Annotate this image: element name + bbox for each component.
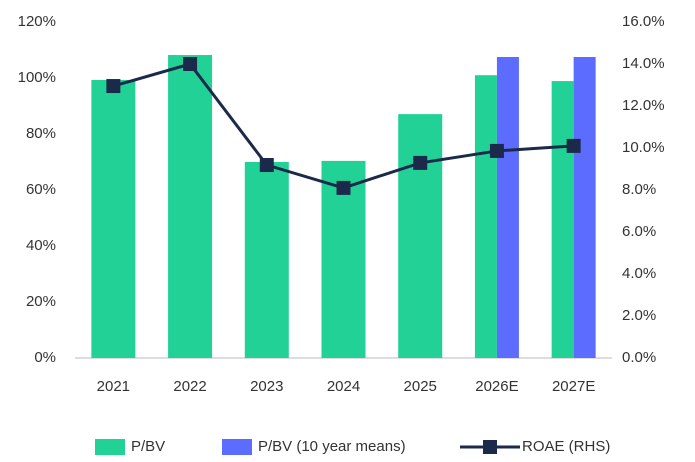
y-tick-label: 40% [26, 237, 56, 254]
x-tick-label: 2024 [327, 378, 360, 395]
bar [573, 57, 596, 358]
x-tick-label: 2022 [173, 378, 206, 395]
y-tick-label: 100% [18, 69, 56, 86]
bar [496, 57, 519, 358]
legend-label: P/BV [131, 438, 165, 455]
legend-label: ROAE (RHS) [522, 438, 610, 455]
line-marker [413, 155, 428, 170]
x-tick-label: 2026E [475, 378, 518, 395]
x-tick-label: 2023 [250, 378, 283, 395]
y2-tick-label: 10.0% [622, 139, 665, 156]
bar [168, 55, 213, 358]
bar [244, 162, 289, 358]
line-marker [106, 79, 121, 94]
bar [551, 81, 574, 358]
y2-tick-label: 14.0% [622, 55, 665, 72]
x-tick-label: 2025 [404, 378, 437, 395]
line-marker [489, 143, 504, 158]
x-tick-label: 2021 [97, 378, 130, 395]
y2-tick-label: 6.0% [622, 223, 656, 240]
y2-tick-label: 4.0% [622, 265, 656, 282]
y2-tick-label: 8.0% [622, 181, 656, 198]
line-marker [566, 138, 581, 153]
y2-tick-label: 12.0% [622, 97, 665, 114]
y-tick-label: 0% [34, 349, 56, 366]
line-marker [259, 158, 274, 173]
y-tick-label: 20% [26, 293, 56, 310]
y-tick-label: 120% [18, 13, 56, 30]
bar [474, 75, 497, 358]
legend-swatch [95, 439, 125, 455]
legend-label: P/BV (10 year means) [258, 438, 406, 455]
bar [398, 114, 443, 359]
y-tick-label: 80% [26, 125, 56, 142]
y-tick-label: 60% [26, 181, 56, 198]
y2-tick-label: 0.0% [622, 349, 656, 366]
x-tick-label: 2027E [552, 378, 595, 395]
bar [91, 79, 136, 359]
line-marker [336, 180, 351, 195]
y2-tick-label: 16.0% [622, 13, 665, 30]
line-marker [183, 57, 198, 71]
legend-swatch [222, 439, 252, 455]
legend-marker [483, 440, 497, 454]
y2-tick-label: 2.0% [622, 307, 656, 324]
